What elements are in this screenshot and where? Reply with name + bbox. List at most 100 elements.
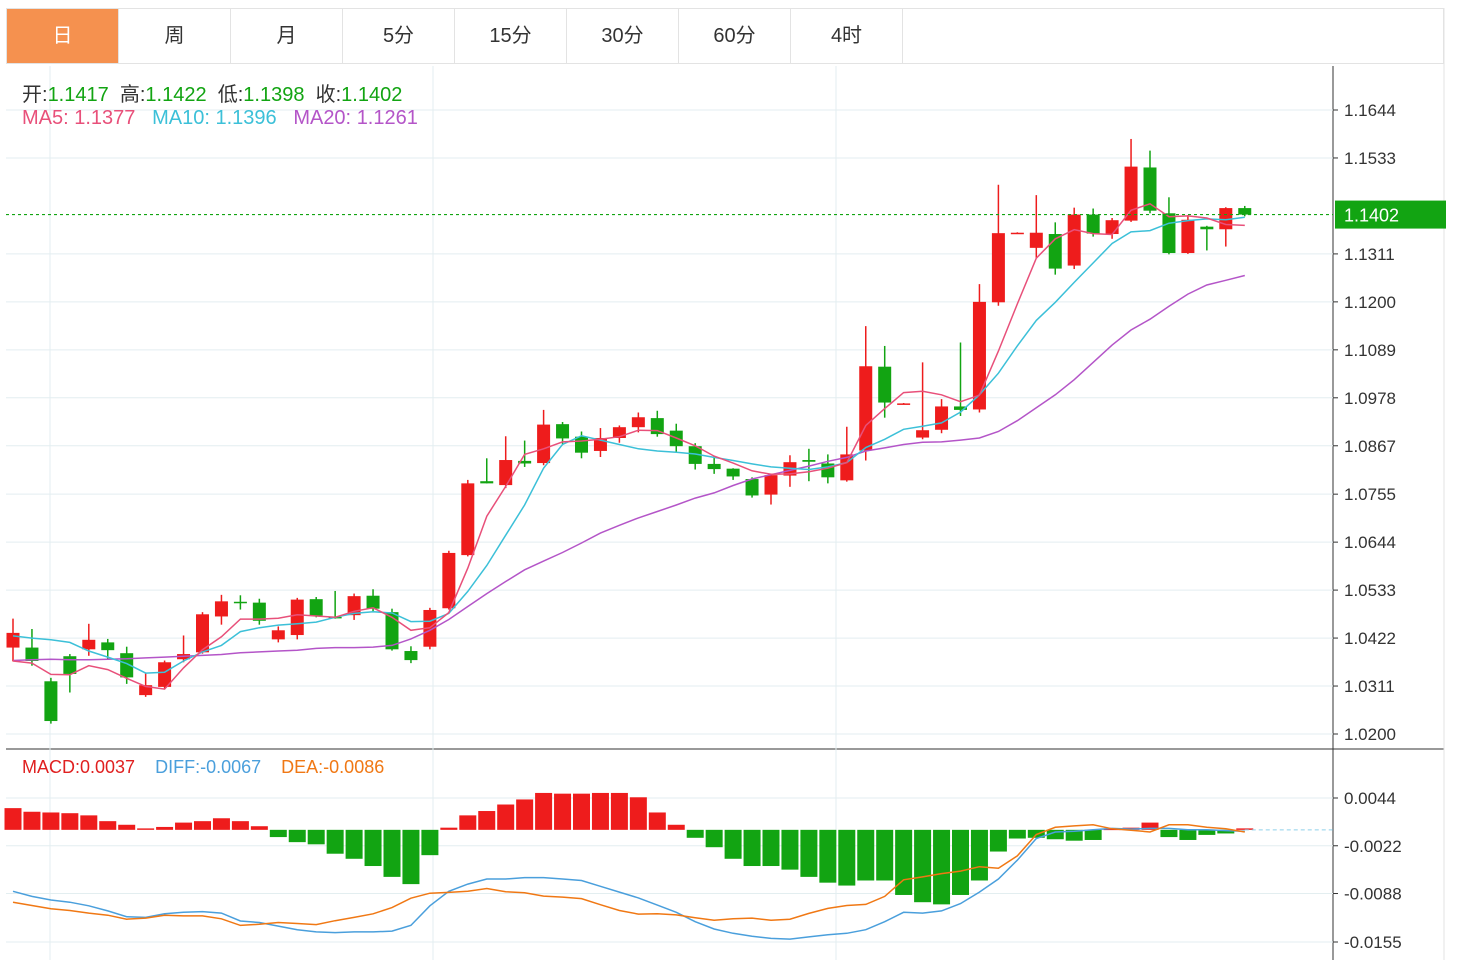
- macd-bar: [591, 792, 609, 830]
- macd-bar: [989, 829, 1007, 852]
- tab-15min[interactable]: 15分: [455, 9, 567, 63]
- macd-bar: [175, 822, 193, 830]
- macd-bar: [459, 815, 477, 830]
- macd-bar: [80, 815, 98, 830]
- macd-bar: [838, 829, 856, 886]
- macd-tick-label: -0.0155: [1344, 933, 1402, 952]
- price-tick-label: 1.1089: [1344, 341, 1396, 360]
- candle-body: [518, 460, 532, 464]
- candle-body: [1086, 214, 1100, 234]
- candle-body: [480, 481, 494, 484]
- candle-body: [878, 366, 892, 403]
- ohlc-readout: 开:1.1417 高:1.1422 低:1.1398 收:1.1402: [22, 78, 402, 107]
- macd-bar: [952, 829, 969, 895]
- macd-bar: [137, 828, 155, 830]
- macd-bar: [914, 829, 932, 903]
- ma-readout: MA5: 1.1377 MA10: 1.1396 MA20: 1.1261: [22, 107, 418, 130]
- candle-body: [101, 642, 115, 651]
- macd-readout: MACD:0.0037 DIFF:-0.0067 DEA:-0.0086: [22, 757, 384, 778]
- macd-bar: [1103, 829, 1121, 831]
- tab-5min[interactable]: 5分: [343, 9, 455, 63]
- price-tick-label: 1.1644: [1344, 101, 1396, 120]
- candle-body: [25, 647, 39, 661]
- macd-bar: [857, 829, 875, 881]
- macd-bar: [440, 827, 458, 830]
- macd-bar: [516, 799, 534, 830]
- macd-tick-label: -0.0022: [1344, 837, 1402, 856]
- candle-body: [991, 233, 1005, 303]
- tab-day[interactable]: 日: [7, 9, 119, 63]
- tab-4hour[interactable]: 4时: [791, 9, 903, 63]
- ma10-line: [12, 216, 1245, 674]
- macd-bar: [876, 829, 894, 881]
- tab-month[interactable]: 月: [231, 9, 343, 63]
- candle-body: [1162, 213, 1176, 254]
- macd-bar: [724, 829, 742, 859]
- candle-body: [139, 685, 153, 696]
- candle-body: [214, 601, 228, 617]
- price-tick-label: 1.0755: [1344, 485, 1396, 504]
- candle-body: [972, 301, 986, 410]
- open-label: 开:: [22, 84, 48, 106]
- macd-bar: [402, 829, 420, 885]
- open-value: 1.1417: [47, 84, 109, 106]
- macd-bar: [250, 826, 268, 830]
- diff-value: -0.0067: [200, 757, 262, 777]
- candle-body: [442, 552, 456, 609]
- tab-60min[interactable]: 60分: [679, 9, 791, 63]
- macd-bar: [610, 792, 628, 830]
- macd-bar: [686, 829, 704, 838]
- macd-bar: [781, 829, 799, 870]
- macd-bar: [933, 829, 951, 905]
- tab-30min[interactable]: 30分: [567, 9, 679, 63]
- dea-value: -0.0086: [323, 757, 385, 777]
- ma5-label: MA5:: [22, 107, 69, 129]
- macd-bar: [743, 829, 761, 867]
- tab-week[interactable]: 周: [119, 9, 231, 63]
- candle-body: [461, 483, 475, 556]
- macd-bar: [118, 824, 136, 830]
- ma10-value: 1.1396: [215, 107, 277, 129]
- candle-body: [290, 599, 304, 636]
- macd-bar: [800, 829, 818, 877]
- candle-body: [309, 599, 323, 616]
- period-tabs: 日 周 月 5分 15分 30分 60分 4时: [6, 8, 1444, 64]
- candle-body: [44, 681, 58, 722]
- candle-body: [1067, 214, 1081, 266]
- macd-bar: [573, 793, 590, 830]
- candle-body: [1105, 220, 1119, 235]
- macd-bar: [99, 821, 117, 830]
- candle-body: [688, 446, 702, 464]
- candle-body: [6, 632, 20, 648]
- macd-bar: [705, 829, 723, 848]
- candle-body: [1010, 232, 1024, 235]
- ma20-value: 1.1261: [356, 107, 418, 129]
- candle-body: [745, 479, 759, 496]
- candle-body: [366, 595, 380, 609]
- candle-body: [802, 460, 816, 462]
- macd-bar: [1179, 829, 1197, 840]
- macd-bar: [1198, 829, 1216, 835]
- price-tick-label: 1.0200: [1344, 725, 1396, 744]
- macd-tick-label: 0.0044: [1344, 789, 1396, 808]
- low-label: 低:: [217, 84, 244, 106]
- candle-body: [631, 417, 645, 428]
- candle-body: [499, 460, 513, 486]
- ma10-label: MA10:: [152, 107, 210, 129]
- macd-bar: [61, 813, 79, 830]
- last-price-tag: [1335, 200, 1446, 229]
- price-tick-label: 1.0311: [1344, 677, 1395, 696]
- price-tick-label: 1.0644: [1344, 533, 1396, 552]
- close-label: 收:: [315, 84, 342, 106]
- macd-bar: [326, 829, 344, 854]
- macd-bar: [1217, 829, 1235, 834]
- close-value: 1.1402: [341, 84, 403, 106]
- macd-bar: [288, 829, 306, 843]
- candle-body: [537, 424, 551, 464]
- macd-bar: [478, 811, 496, 830]
- macd-bar: [156, 826, 174, 830]
- macd-bar: [1046, 829, 1064, 840]
- diff-label: DIFF:: [155, 757, 201, 777]
- macd-bar: [307, 829, 325, 845]
